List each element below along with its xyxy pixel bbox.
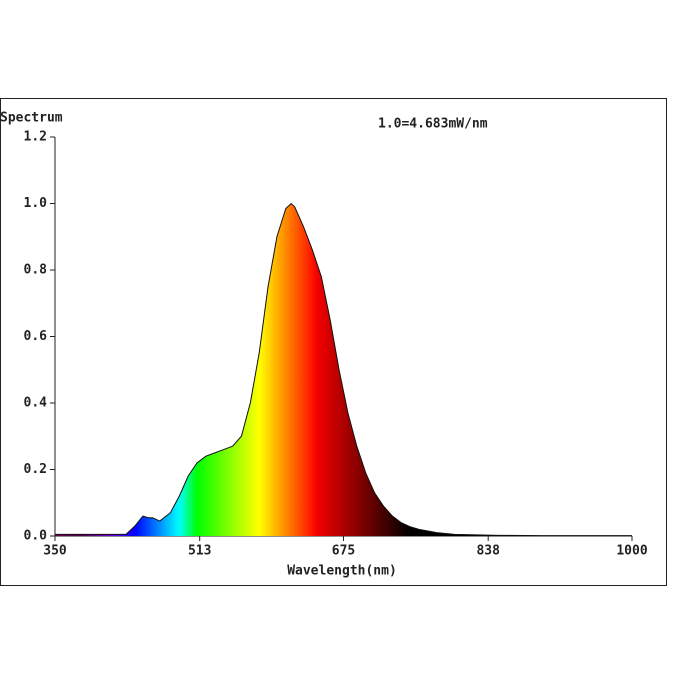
x-tick-label: 675 bbox=[332, 544, 355, 559]
x-tick-label: 513 bbox=[188, 544, 211, 559]
y-tick-label: 0.6 bbox=[24, 329, 48, 344]
y-tick-label: 0.4 bbox=[24, 396, 48, 411]
x-tick-label: 1000 bbox=[616, 544, 647, 559]
spectrum-line bbox=[55, 202, 632, 537]
y-tick-label: 1.2 bbox=[24, 130, 47, 145]
x-axis-label: Wavelength(nm) bbox=[287, 564, 397, 579]
x-tick-label: 838 bbox=[476, 544, 500, 559]
y-tick-label: 0.0 bbox=[24, 529, 48, 544]
spectrum-area bbox=[55, 203, 632, 536]
annotation: 1.0=4.683mW/nm bbox=[378, 117, 488, 132]
frame bbox=[0, 98, 667, 586]
y-tick-label: 0.8 bbox=[24, 263, 48, 278]
chart-title: Spectrum bbox=[0, 111, 63, 126]
x-tick-label: 350 bbox=[43, 544, 67, 559]
y-tick-label: 0.2 bbox=[24, 462, 47, 477]
y-tick-label: 1.0 bbox=[24, 196, 48, 211]
